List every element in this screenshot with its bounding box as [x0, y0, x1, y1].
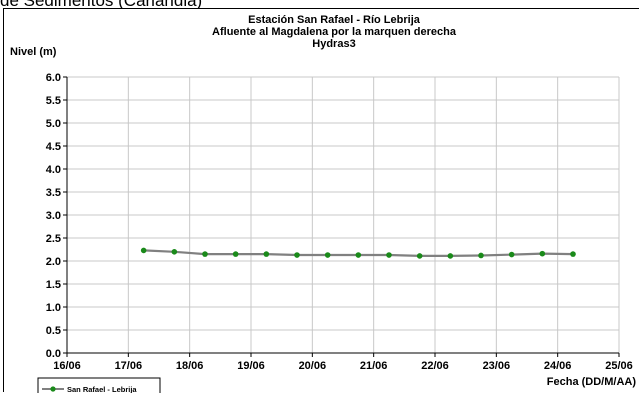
data-point: [416, 253, 423, 259]
x-tick-label: 17/06: [115, 360, 143, 372]
data-point: [570, 251, 576, 257]
data-point: [140, 247, 147, 254]
data-series: [140, 247, 576, 259]
y-tick-label: 0.0: [46, 348, 61, 360]
y-axis-ticks: 0.0 0.5 1.0 1.5 2.0 2.5 3.0 3.5 4.0 4.5 5.0 5.5 6.0: [46, 72, 67, 360]
y-tick-label: 1.5: [46, 279, 61, 291]
chart-title-line-1: Estación San Rafael - Río Lebrija: [248, 14, 421, 26]
chart-frame: Estación San Rafael - Río Lebrija Afluen…: [3, 8, 639, 393]
x-tick-label: 25/06: [605, 360, 633, 372]
data-point: [539, 250, 546, 257]
chart-title-line-3: Hydras3: [312, 38, 355, 50]
y-axis-label: Nivel (m): [10, 46, 57, 58]
gridlines: [66, 76, 620, 354]
y-tick-label: 2.5: [46, 233, 61, 245]
legend-box: [37, 377, 161, 393]
data-point: [294, 252, 300, 258]
legend-marker-swatch: [50, 386, 56, 392]
y-tick-label: 5.5: [46, 95, 61, 107]
x-tick-label: 23/06: [483, 360, 511, 372]
data-point: [447, 253, 454, 259]
x-tick-label: 18/06: [176, 360, 204, 372]
data-point: [386, 252, 392, 258]
x-axis-label: Fecha (DD/M/AA): [547, 376, 637, 388]
y-tick-label: 3.5: [46, 187, 61, 199]
data-point: [171, 249, 178, 255]
x-tick-label: 21/06: [360, 360, 388, 372]
y-tick-label: 3.0: [46, 210, 61, 222]
chart-title-line-2: Afluente al Magdalena por la marquen der…: [212, 26, 457, 38]
data-point: [263, 251, 270, 257]
x-tick-label: 22/06: [421, 360, 449, 372]
legend: San Rafael - Lebrija: [37, 377, 161, 393]
top-caption: de Sedimentos (Carlandia): [0, 0, 203, 10]
x-axis-ticks: 16/06 17/06 18/06 19/06 20/06 21/06 22/06 23/06…: [53, 353, 633, 372]
line-chart: Estación San Rafael - Río Lebrija Afluen…: [10, 14, 637, 393]
y-tick-label: 1.0: [46, 302, 61, 314]
x-tick-label: 24/06: [544, 360, 572, 372]
y-tick-label: 5.0: [46, 118, 61, 130]
y-tick-label: 4.0: [46, 164, 61, 176]
x-tick-label: 16/06: [53, 360, 81, 372]
data-point: [355, 252, 362, 258]
data-point: [508, 251, 515, 258]
y-tick-label: 0.5: [46, 325, 61, 337]
y-tick-label: 2.0: [46, 256, 61, 268]
x-tick-label: 19/06: [237, 360, 265, 372]
chart-title: Estación San Rafael - Río Lebrija Afluen…: [212, 14, 457, 50]
data-point: [202, 251, 208, 257]
data-point: [232, 251, 239, 257]
x-tick-label: 20/06: [299, 360, 327, 372]
data-point: [324, 252, 331, 258]
legend-series-label: San Rafael - Lebrija: [67, 385, 137, 393]
y-tick-label: 4.5: [46, 141, 61, 153]
data-point: [478, 252, 484, 259]
y-tick-label: 6.0: [46, 72, 61, 84]
